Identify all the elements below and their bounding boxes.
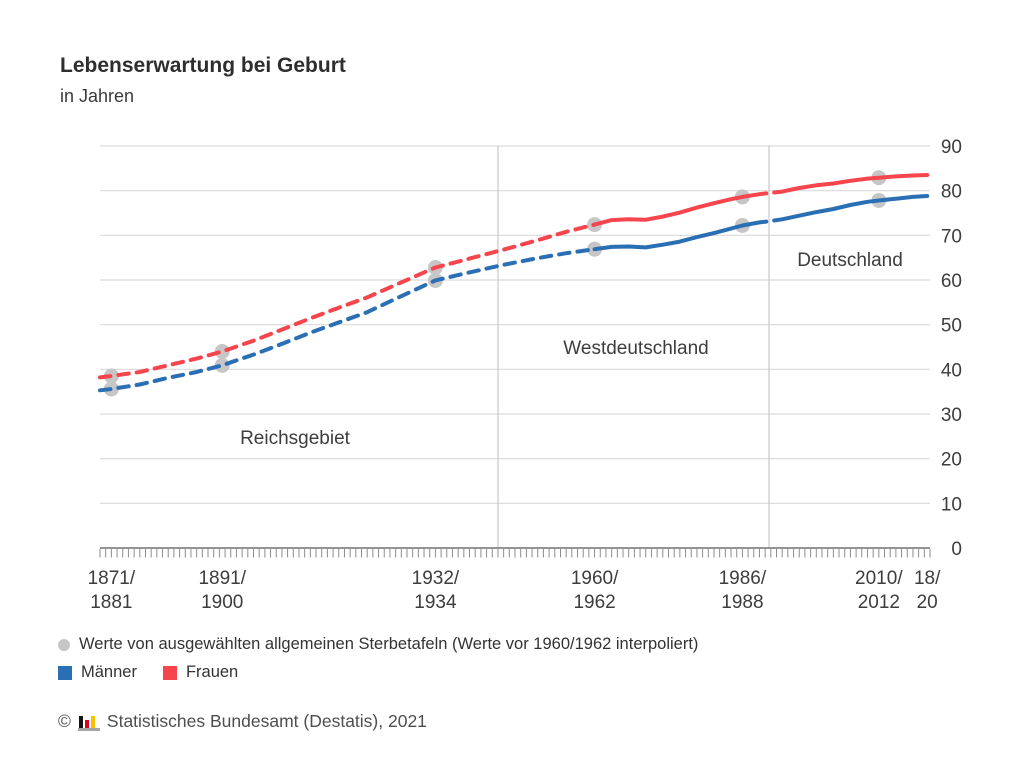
y-tick-label: 70 (941, 226, 962, 247)
page-subtitle: in Jahren (60, 86, 135, 106)
x-tick-label: 2010/ (855, 568, 903, 589)
maenner-swatch-icon (58, 665, 72, 680)
x-tick-label: 18/ (914, 568, 941, 589)
series-line-maenner (772, 194, 930, 223)
y-tick-label: 20 (941, 450, 962, 471)
region-label: Deutschland (797, 250, 903, 271)
legend-marker-note: Werte von ausgewählten allgemeinen Sterb… (58, 635, 698, 654)
legend-series: Männer Frauen (58, 663, 238, 682)
y-tick-label: 40 (941, 360, 962, 381)
x-tick-label: 20 (917, 592, 938, 613)
y-tick-label: 60 (941, 271, 962, 292)
x-tick-label: 1934 (414, 592, 457, 613)
copyright-symbol: © (58, 711, 71, 731)
x-tick-label: 1871/ (88, 568, 136, 589)
destatis-logo-icon (77, 713, 100, 731)
x-tick-label: 1900 (201, 592, 243, 613)
series-line-frauen (592, 191, 769, 227)
y-tick-label: 50 (941, 316, 962, 337)
x-tick-label: 2012 (858, 592, 900, 613)
x-tick-label: 1891/ (198, 568, 246, 589)
legend-label-frauen: Frauen (185, 663, 239, 681)
series-line-frauen (772, 173, 930, 195)
x-tick-label: 1932/ (412, 568, 460, 589)
x-tick-label: 1988 (721, 592, 763, 613)
x-tick-label: 1881 (90, 592, 132, 613)
legend-marker-note-text: Werte von ausgewählten allgemeinen Sterb… (79, 635, 699, 653)
y-tick-label: 10 (941, 494, 962, 515)
y-tick-label: 30 (941, 405, 962, 426)
source-text: Statistisches Bundesamt (Destatis), 2021 (106, 711, 427, 731)
frauen-swatch-icon (162, 665, 177, 680)
page-title: Lebenserwartung bei Geburt (60, 54, 346, 77)
life-table-marker (214, 343, 230, 359)
marker-dot-icon (58, 638, 70, 651)
x-tick-label: 1986/ (719, 568, 767, 589)
y-tick-label: 0 (951, 539, 962, 560)
x-tick-label: 1962 (573, 592, 615, 613)
y-tick-label: 90 (941, 137, 962, 158)
legend-label-maenner: Männer (81, 663, 137, 681)
series-line-maenner (592, 219, 769, 252)
legend-item-maenner: Männer (58, 663, 137, 682)
series-line-dashed-frauen (98, 222, 597, 380)
life-table-marker (214, 357, 230, 373)
series-line-dashed-maenner (98, 247, 597, 393)
y-tick-label: 80 (941, 182, 962, 203)
source-line: © Statistisches Bundesamt (Destatis), 20… (58, 711, 427, 732)
x-tick-label: 1960/ (571, 568, 619, 589)
legend-item-frauen: Frauen (162, 663, 239, 682)
region-label: Westdeutschland (563, 338, 708, 359)
region-label: Reichsgebiet (240, 428, 351, 449)
